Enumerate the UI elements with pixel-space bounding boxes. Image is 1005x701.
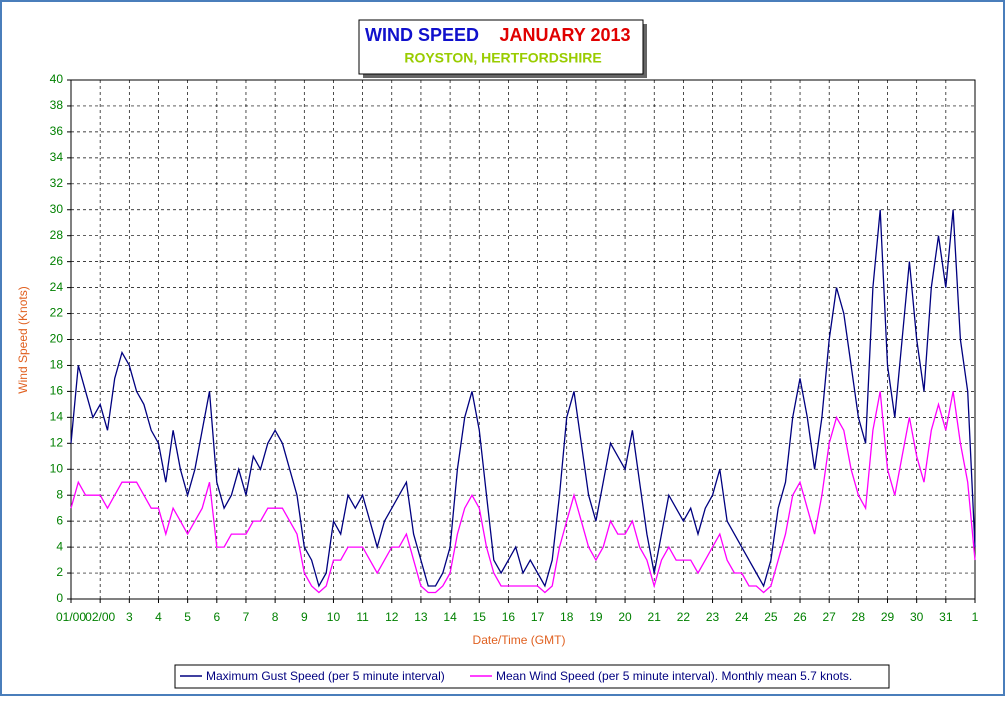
y-tick-label: 2 <box>56 565 63 579</box>
y-tick-label: 30 <box>50 202 64 216</box>
chart-title: WIND SPEED <box>365 25 479 45</box>
y-tick-label: 24 <box>50 280 64 294</box>
x-tick-label: 8 <box>272 610 279 624</box>
x-axis-label: Date/Time (GMT) <box>473 633 566 647</box>
x-tick-label: 19 <box>589 610 603 624</box>
x-tick-label: 9 <box>301 610 308 624</box>
y-tick-label: 4 <box>56 539 63 553</box>
y-tick-label: 28 <box>50 228 64 242</box>
y-tick-label: 20 <box>50 332 64 346</box>
x-tick-label: 14 <box>443 610 457 624</box>
y-tick-label: 38 <box>50 98 64 112</box>
x-tick-label: 26 <box>793 610 807 624</box>
series-line <box>70 391 976 594</box>
series-line <box>70 209 976 588</box>
x-tick-label: 25 <box>764 610 778 624</box>
y-tick-label: 16 <box>50 384 64 398</box>
x-tick-label: 24 <box>735 610 749 624</box>
x-tick-label: 17 <box>531 610 545 624</box>
x-tick-label: 28 <box>852 610 866 624</box>
x-tick-label: 16 <box>502 610 516 624</box>
y-tick-label: 22 <box>50 306 64 320</box>
x-tick-label: 30 <box>910 610 924 624</box>
x-tick-label: 22 <box>677 610 691 624</box>
y-tick-label: 40 <box>50 72 64 86</box>
y-tick-label: 10 <box>50 461 64 475</box>
y-tick-label: 8 <box>56 487 63 501</box>
legend-label: Maximum Gust Speed (per 5 minute interva… <box>206 669 445 683</box>
x-tick-label: 31 <box>939 610 953 624</box>
plot-area <box>67 79 976 603</box>
x-tick-label: 23 <box>706 610 720 624</box>
y-tick-label: 26 <box>50 254 64 268</box>
y-tick-label: 0 <box>56 591 63 605</box>
x-tick-label: 1 <box>972 610 979 624</box>
x-tick-label: 4 <box>155 610 162 624</box>
y-tick-label: 18 <box>50 358 64 372</box>
x-tick-label: 20 <box>618 610 632 624</box>
x-tick-label: 10 <box>327 610 341 624</box>
x-tick-label: 27 <box>823 610 837 624</box>
y-tick-label: 32 <box>50 176 64 190</box>
x-tick-label: 11 <box>356 610 369 624</box>
x-tick-label: 01/00 <box>56 610 86 624</box>
x-tick-label: 21 <box>648 610 662 624</box>
x-tick-label: 12 <box>385 610 399 624</box>
y-tick-label: 14 <box>50 410 64 424</box>
x-tick-label: 18 <box>560 610 574 624</box>
x-tick-label: 5 <box>184 610 191 624</box>
y-tick-label: 12 <box>50 435 64 449</box>
chart-subtitle: ROYSTON, HERTFORDSHIRE <box>404 50 601 66</box>
x-tick-label: 3 <box>126 610 133 624</box>
x-tick-label: 13 <box>414 610 428 624</box>
legend <box>174 664 890 689</box>
y-tick-label: 34 <box>50 150 64 164</box>
legend-label: Mean Wind Speed (per 5 minute interval).… <box>496 669 852 683</box>
x-tick-label: 7 <box>243 610 250 624</box>
chart-title-month: JANUARY 2013 <box>499 25 630 45</box>
x-tick-label: 29 <box>881 610 895 624</box>
y-tick-label: 36 <box>50 124 64 138</box>
y-tick-label: 6 <box>56 513 63 527</box>
x-tick-label: 6 <box>213 610 220 624</box>
x-tick-label: 15 <box>473 610 487 624</box>
y-axis-label: Wind Speed (Knots) <box>16 286 30 393</box>
title-box <box>358 19 644 75</box>
x-tick-label: 02/00 <box>85 610 115 624</box>
